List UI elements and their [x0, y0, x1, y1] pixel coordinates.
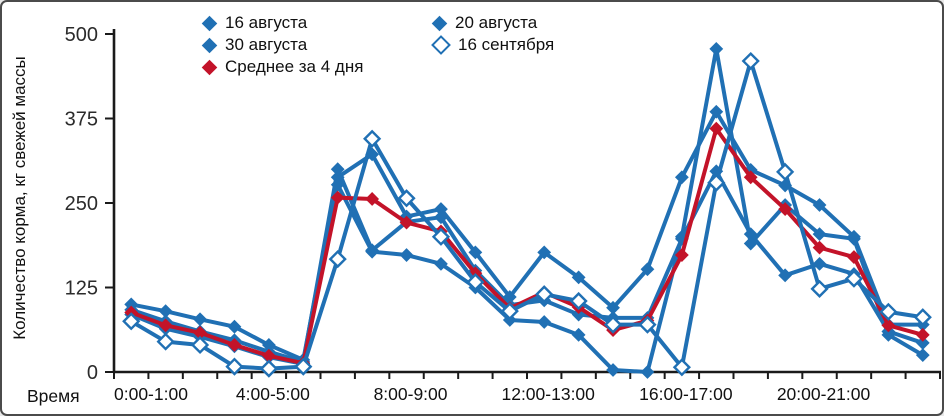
svg-text:8:00-9:00: 8:00-9:00	[374, 384, 448, 404]
legend-item: 20 августа	[431, 12, 554, 34]
svg-text:0: 0	[87, 362, 98, 384]
chart-legend-column-1: 16 августа 30 августа Среднее за 4 дня	[201, 12, 364, 78]
legend-item: Среднее за 4 дня	[201, 56, 364, 78]
svg-text:250: 250	[65, 193, 98, 215]
legend-item: 30 августа	[201, 34, 363, 56]
svg-text:20:00-21:00: 20:00-21:00	[777, 384, 871, 404]
svg-text:375: 375	[65, 109, 98, 131]
filled-diamond-icon	[201, 37, 218, 53]
svg-text:0:00-1:00: 0:00-1:00	[114, 384, 188, 404]
filled-diamond-icon	[201, 15, 218, 31]
legend-item-label: 16 сентября	[458, 35, 555, 54]
svg-text:16:00-17:00: 16:00-17:00	[639, 384, 733, 404]
legend-item-label: 20 августа	[455, 13, 538, 32]
x-axis-title: Время	[27, 386, 80, 406]
legend-item: 16 августа	[201, 12, 363, 34]
legend-item-label: 16 августа	[225, 13, 308, 32]
y-axis-title: Количество корма, кг свежей массы	[10, 56, 29, 340]
svg-text:500: 500	[65, 24, 98, 46]
filled-diamond-icon	[201, 59, 218, 75]
open-diamond-icon	[431, 35, 451, 55]
svg-text:12:00-13:00: 12:00-13:00	[501, 384, 595, 404]
chart-legend-column-2: 20 августа 16 сентября	[431, 12, 555, 56]
legend-item-label: 30 августа	[225, 35, 308, 54]
svg-text:4:00-5:00: 4:00-5:00	[236, 384, 310, 404]
legend-item: 16 сентября	[431, 34, 555, 56]
filled-diamond-icon	[431, 15, 448, 31]
legend-item-label: Среднее за 4 дня	[225, 57, 364, 76]
svg-text:125: 125	[65, 278, 98, 300]
